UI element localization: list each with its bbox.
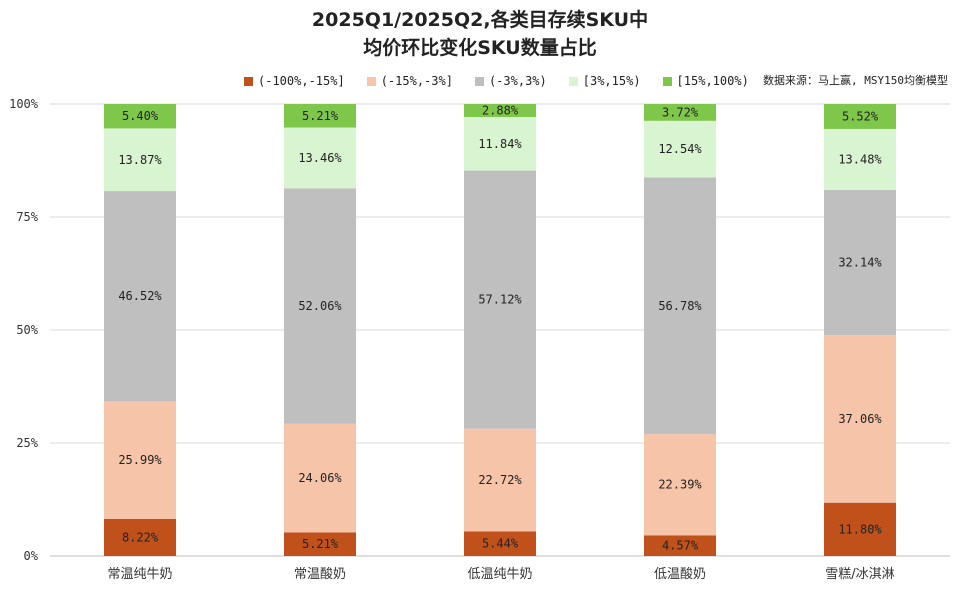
source-note: 数据来源：马上赢, MSY150均衡模型 (763, 74, 948, 87)
bar-segment-4-0 (824, 502, 896, 556)
legend-swatch-4 (662, 76, 672, 86)
bar-segment-1-0 (284, 532, 356, 556)
bar-segment-2-2 (464, 170, 536, 429)
legend-item-2: (-3%,3%) (474, 74, 547, 88)
chart-title: 2025Q1/2025Q2,各类目存续SKU中 均价环比变化SKU数量占比 (0, 6, 960, 62)
data-label-2-3: 11.84% (478, 137, 522, 151)
bar-segment-1-3 (284, 127, 356, 189)
bar-segment-4-3 (824, 128, 896, 190)
bar-segment-3-3 (644, 120, 716, 178)
bar-segment-0-1 (104, 401, 176, 519)
legend-item-0: (-100%,-15%] (244, 74, 345, 88)
legend-label-2: (-3%,3%) (488, 74, 547, 88)
y-tick-label-0: 0% (24, 549, 39, 563)
data-label-2-1: 22.72% (478, 473, 522, 487)
legend-swatch-0 (244, 76, 253, 86)
data-label-4-0: 11.80% (838, 522, 882, 536)
bar-segment-2-4 (464, 104, 536, 118)
legend-swatch-1 (366, 76, 376, 86)
data-label-1-4: 5.21% (302, 109, 339, 123)
bar-segment-1-1 (284, 423, 356, 533)
legend-label-3: [3%,15%) (582, 74, 641, 88)
legend-item-4: [15%,100%) (662, 74, 749, 88)
data-label-3-2: 56.78% (658, 299, 702, 313)
data-label-0-0: 8.22% (122, 530, 159, 544)
legend-item-1: (-15%,-3%] (366, 74, 453, 88)
data-label-4-3: 13.48% (838, 152, 882, 166)
bar-segment-3-2 (644, 177, 716, 435)
legend-swatch-3 (568, 76, 578, 86)
bar-segment-2-3 (464, 117, 536, 171)
bar-segment-3-4 (644, 104, 716, 121)
legend-item-3: [3%,15%) (568, 74, 641, 88)
bar-segment-2-1 (464, 428, 536, 532)
data-label-2-2: 57.12% (478, 293, 522, 307)
data-label-2-4: 2.88% (482, 104, 519, 118)
data-label-3-4: 3.72% (662, 105, 699, 119)
x-tick-label-4: 雪糕/冰淇淋 (825, 567, 894, 582)
y-tick-label-75: 75% (16, 210, 38, 224)
legend: (-100%,-15%] (-15%,-3%] (-3%,3%) [3%,15%… (244, 72, 771, 90)
bar-segment-1-4 (284, 104, 356, 128)
data-label-2-0: 5.44% (482, 537, 519, 551)
x-tick-label-1: 常温酸奶 (294, 567, 346, 582)
bar-segment-4-2 (824, 189, 896, 336)
bar-segment-0-3 (104, 128, 176, 192)
bar-segment-0-4 (104, 104, 176, 129)
bar-segment-1-2 (284, 188, 356, 424)
data-label-3-1: 22.39% (658, 478, 702, 492)
data-label-0-3: 13.87% (118, 153, 162, 167)
data-label-3-0: 4.57% (662, 539, 699, 553)
y-tick-label-25: 25% (16, 436, 38, 450)
data-label-1-3: 13.46% (298, 151, 342, 165)
bar-segment-4-1 (824, 335, 896, 503)
data-label-0-2: 46.52% (118, 289, 162, 303)
legend-label-4: [15%,100%) (676, 74, 749, 88)
data-label-1-0: 5.21% (302, 537, 339, 551)
data-label-4-2: 32.14% (838, 256, 882, 270)
legend-label-0: (-100%,-15%] (258, 74, 345, 88)
bar-segment-2-0 (464, 531, 536, 556)
data-label-0-4: 5.40% (122, 109, 159, 123)
bar-segment-0-0 (104, 518, 176, 556)
data-label-4-1: 37.06% (838, 412, 882, 426)
x-tick-label-0: 常温纯牛奶 (107, 567, 172, 582)
bar-segment-3-0 (644, 535, 716, 556)
data-label-4-4: 5.52% (842, 109, 879, 123)
bar-segment-0-2 (104, 191, 176, 402)
data-label-0-1: 25.99% (118, 453, 162, 467)
y-tick-label-100: 100% (9, 97, 39, 111)
data-label-3-3: 12.54% (658, 142, 702, 156)
x-tick-label-2: 低温纯牛奶 (467, 567, 532, 582)
chart-title-line-2: 均价环比变化SKU数量占比 (363, 37, 597, 59)
bar-segment-4-4 (824, 104, 896, 129)
legend-label-1: (-15%,-3%] (380, 74, 453, 88)
bar-segment-3-1 (644, 434, 716, 536)
legend-swatch-2 (474, 76, 484, 86)
y-tick-label-50: 50% (16, 323, 38, 337)
data-label-1-2: 52.06% (298, 299, 342, 313)
x-tick-label-3: 低温酸奶 (654, 567, 706, 582)
chart-title-line-1: 2025Q1/2025Q2,各类目存续SKU中 (311, 9, 649, 31)
data-label-1-1: 24.06% (298, 471, 342, 485)
